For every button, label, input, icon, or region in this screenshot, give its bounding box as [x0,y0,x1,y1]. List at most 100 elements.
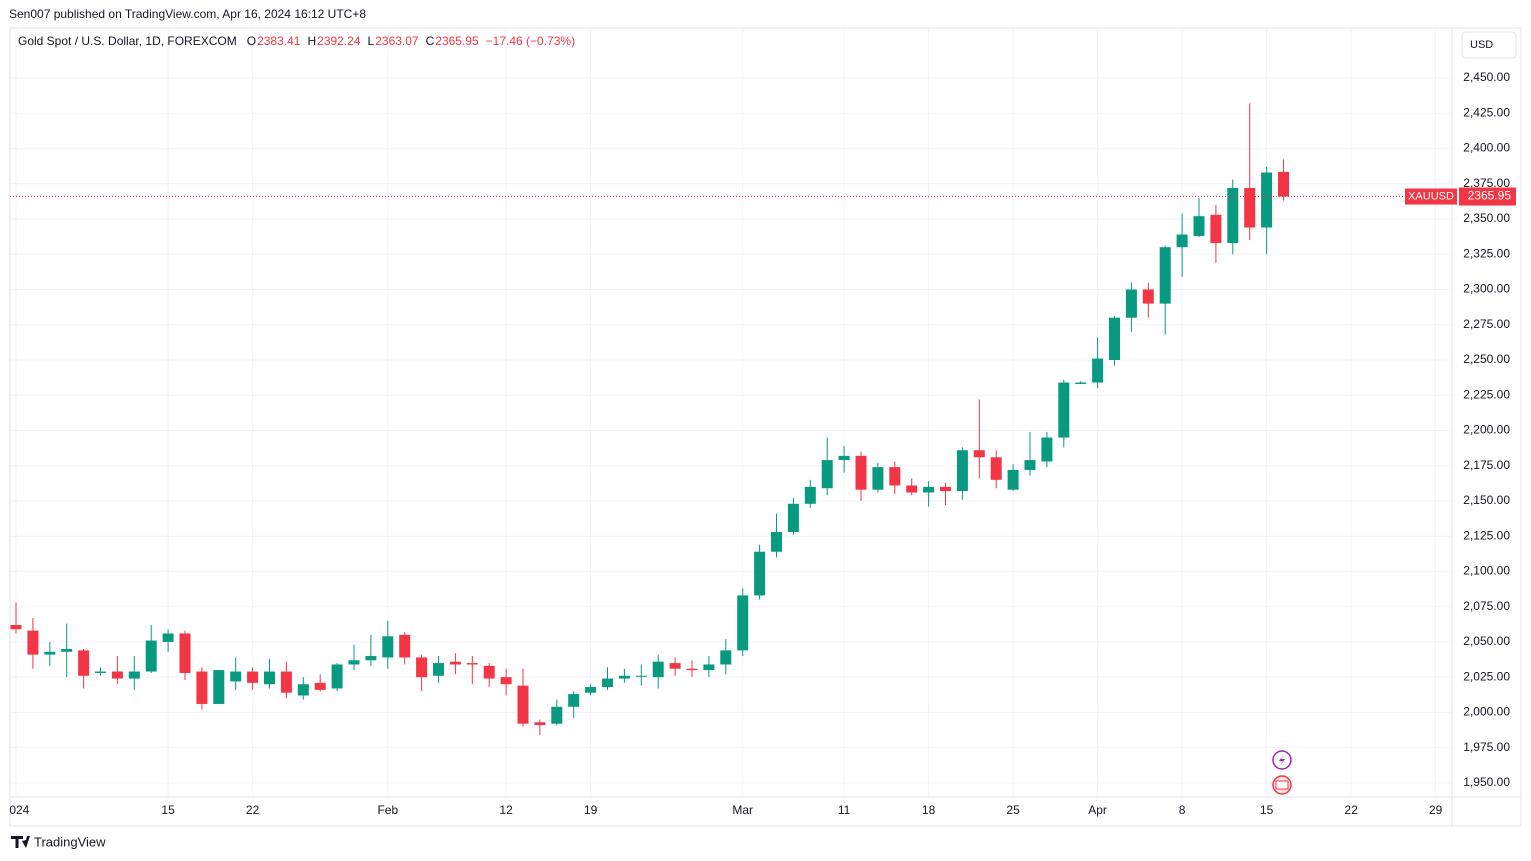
candle-body [720,650,732,665]
candle-body [602,678,613,688]
candle-body [196,671,208,704]
flag-icon-glyph [1275,780,1289,790]
y-tick-label: 2,325.00 [1463,246,1510,260]
ohlc-value: 2392.24 [317,34,361,48]
currency-label: USD [1470,39,1493,51]
y-tick-label: 2,400.00 [1463,141,1510,155]
x-tick-label: 2024 [3,803,30,817]
x-tick-label: 22 [246,803,260,817]
candle-body [78,650,90,676]
candle-body [264,671,275,685]
candle-body [889,467,901,486]
price-badge-label: 2365.95 [1468,189,1512,203]
brand-logo [11,836,30,848]
candle-body [179,633,191,673]
candle-body [348,660,360,665]
candle-body [1024,460,1036,470]
candle-body [1075,382,1087,384]
candle-body [466,663,478,665]
candle-body [145,640,157,672]
y-tick-label: 2,250.00 [1463,352,1510,366]
candle-body [483,665,495,679]
candle-body [872,467,884,490]
candle-body [416,657,428,678]
ohlc-label: H [307,34,316,48]
candle-body [990,457,1002,480]
candle-body [838,455,850,461]
candle-body [213,670,225,704]
candle-body [669,663,681,669]
x-tick-label: Feb [377,803,398,817]
candle-body [940,486,951,492]
candle-body [652,661,664,678]
candle-body [449,661,461,665]
y-tick-label: 2,175.00 [1463,458,1510,472]
event-icon-glyph [1279,754,1285,766]
ohlc-label: O [247,34,256,48]
y-tick-label: 2,050.00 [1463,634,1510,648]
y-tick-label: 2,075.00 [1463,599,1510,613]
candle-body [1109,317,1120,360]
y-tick-label: 2,000.00 [1463,705,1510,719]
x-tick-label: 22 [1344,803,1358,817]
y-axis: 1,950.00 1,975.00 2,000.00 2,025.00 2,050.00… [1463,70,1510,789]
published-note: Sen007 published on TradingView.com, Apr… [9,7,366,21]
x-tick-label: 15 [1260,803,1274,817]
x-tick-label: 18 [922,803,936,817]
candle-body [95,671,106,673]
x-tick-label: 11 [838,803,851,817]
candle-body [686,668,698,671]
candle-body [297,684,309,696]
candle-body [1092,358,1104,383]
candle-body [855,455,867,490]
symbol-badge-label: XAUUSD [1408,190,1454,202]
candle-body [44,651,56,655]
brand-name: TradingView [34,834,106,849]
candle-body [1227,188,1239,243]
ohlc-value: 2365.95 [435,34,479,48]
candle-body [27,630,39,655]
candle-body [1159,247,1171,304]
currency-button[interactable] [1461,31,1517,59]
y-tick-label: 2,350.00 [1463,211,1510,225]
candle-body [703,664,715,671]
chart-frame [9,27,1522,827]
candle-body [331,664,343,689]
candle-body [247,671,259,683]
x-tick-label: 12 [499,803,513,817]
candle-body [568,694,580,707]
candle-body [365,656,377,661]
y-tick-label: 1,950.00 [1463,775,1510,789]
candle-body [1261,172,1273,228]
symbol-title: Gold Spot / U.S. Dollar, 1D, FOREXCOM [18,34,237,48]
candle-body [10,625,22,630]
candle-body [433,663,444,676]
candle-body [1210,214,1222,243]
candle-body [111,671,123,679]
candle-body [754,551,766,596]
candle-body [399,634,411,658]
candle-body [956,450,968,492]
symbol-badge [1405,188,1457,205]
x-tick-label: 15 [161,803,175,817]
candle-body [1058,382,1070,438]
candle-body [162,633,174,642]
x-tick-label: 8 [1179,803,1186,817]
candle-body [923,486,935,493]
ohlc-label: C [426,34,435,48]
y-tick-label: 2,100.00 [1463,564,1510,578]
x-axis: 2024 15 22 Feb 12 19 Mar 11 18 25 Apr 8 15 22 29 [3,803,1443,817]
y-tick-label: 2,425.00 [1463,105,1510,119]
candle-body [618,675,630,679]
y-tick-label: 2,375.00 [1463,176,1510,190]
candle-body [973,450,985,458]
ohlc-value: 2383.41 [257,34,301,48]
candle-body [1041,437,1053,462]
x-tick-label: Mar [732,803,753,817]
candle-body [280,671,292,693]
candle-body [314,682,326,690]
x-tick-label: Apr [1088,803,1107,817]
candle-body [787,503,799,532]
